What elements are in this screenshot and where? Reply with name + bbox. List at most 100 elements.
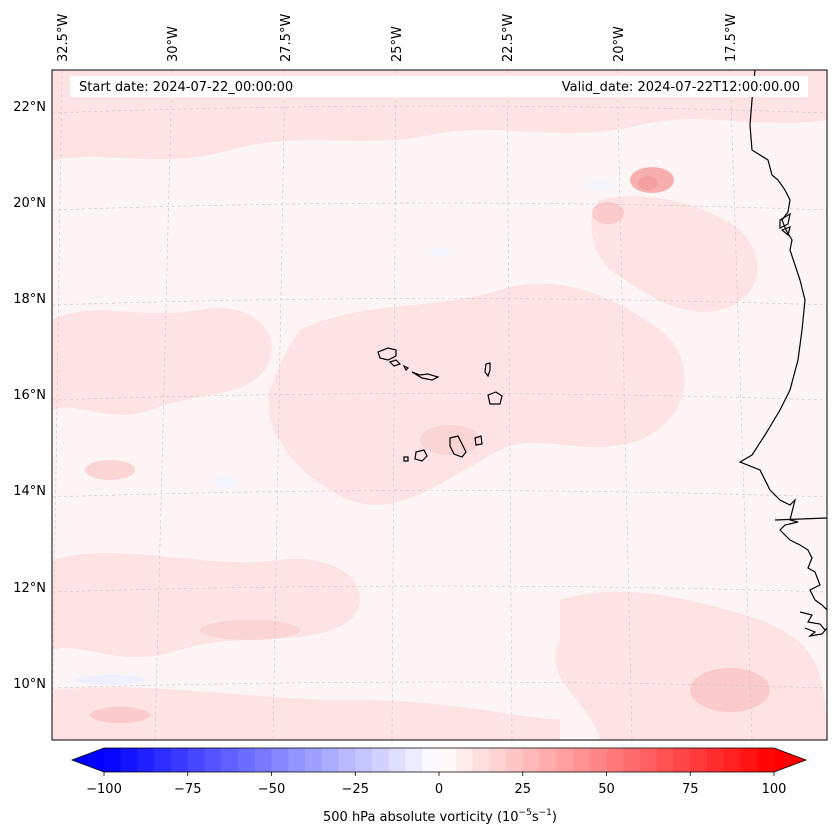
colorbar-segment xyxy=(137,748,155,772)
gridlines xyxy=(52,70,827,740)
lat-label: 14°N xyxy=(13,484,46,499)
island-boa-vista xyxy=(487,391,503,405)
colorbar-segment xyxy=(707,748,725,772)
colorbar-segment xyxy=(506,748,524,772)
vorticity-patch-2 xyxy=(85,460,135,480)
colorbar-segment xyxy=(589,748,607,772)
colorbar-segment xyxy=(573,748,591,772)
start-date-label: Start date: 2024-07-22_00:00:00 xyxy=(79,80,293,95)
lon-label: 20°W xyxy=(612,26,627,62)
coastlines xyxy=(377,70,827,637)
colorbar-segment xyxy=(539,748,557,772)
lat-label: 20°N xyxy=(13,196,46,211)
coastline-inlet-2 xyxy=(780,226,791,237)
lon-label: 30°W xyxy=(166,26,181,62)
map-frame xyxy=(51,69,828,741)
lon-label: 27.5°W xyxy=(279,14,294,62)
colorbar: −100 −75 −50 −25 0 25 50 75 100 500 hPa absolute… xyxy=(70,747,808,825)
colorbar-segment xyxy=(271,748,289,772)
island-brava xyxy=(403,456,409,462)
colorbar-min-arrow xyxy=(72,748,104,772)
colorbar-segment xyxy=(338,748,356,772)
colorbar-segment xyxy=(723,748,741,772)
coastline-gambia xyxy=(774,517,827,521)
lat-label: 12°N xyxy=(13,581,46,596)
island-maio xyxy=(474,435,483,446)
colorbar-tick-label: 50 xyxy=(598,782,615,797)
colorbar-segment xyxy=(254,748,272,772)
colorbar-segment xyxy=(673,748,691,772)
colorbar-segment xyxy=(288,748,306,772)
colorbar-segment xyxy=(522,748,540,772)
colorbar-tick-label: 25 xyxy=(514,782,531,797)
vorticity-max-southeast xyxy=(690,668,770,712)
header-bar xyxy=(70,76,808,97)
island-sao-nicolau xyxy=(411,371,440,381)
colorbar-segment xyxy=(656,748,674,772)
colorbar-tick-label: −75 xyxy=(174,782,201,797)
vorticity-max-north-2 xyxy=(592,202,624,224)
colorbar-segment xyxy=(439,748,457,772)
colorbar-segment xyxy=(355,748,373,772)
colorbar-segment xyxy=(606,748,624,772)
colorbar-segment xyxy=(623,748,641,772)
colorbar-segment xyxy=(740,748,758,772)
valid-date-label: Valid_date: 2024-07-22T12:00:00.00 xyxy=(562,80,800,95)
vorticity-band-bottom xyxy=(52,687,560,740)
colorbar-segment xyxy=(305,748,323,772)
colorbar-segment xyxy=(238,748,256,772)
colorbar-segment xyxy=(221,748,239,772)
colorbar-tick-label: −100 xyxy=(86,782,122,797)
colorbar-tick-label: −25 xyxy=(342,782,369,797)
colorbar-segment xyxy=(171,748,189,772)
colorbar-segment xyxy=(455,748,473,772)
vorticity-negative-2 xyxy=(213,476,237,488)
colorbar-segment xyxy=(104,748,122,772)
coastline-inlet xyxy=(779,212,791,229)
colorbar-tick-label: 75 xyxy=(682,782,699,797)
coastline-bissagos xyxy=(799,611,826,631)
island-sal xyxy=(484,362,491,378)
lon-label: 17.5°W xyxy=(724,14,739,62)
lat-label: 10°N xyxy=(13,677,46,692)
colorbar-segments xyxy=(104,748,775,772)
vorticity-contours xyxy=(52,70,827,740)
colorbar-title: 500 hPa absolute vorticity (10−5s−1) xyxy=(323,808,557,825)
vorticity-region-east xyxy=(591,196,758,312)
colorbar-tick-label: 0 xyxy=(435,782,443,797)
lon-label: 32.5°W xyxy=(56,14,71,62)
colorbar-segment xyxy=(757,748,775,772)
coastline-bissagos-2 xyxy=(804,627,827,637)
vorticity-max-south-west xyxy=(90,707,150,723)
colorbar-max-arrow xyxy=(774,748,806,772)
colorbar-segment xyxy=(472,748,490,772)
vorticity-negative-3 xyxy=(588,180,612,190)
lat-label: 18°N xyxy=(13,292,46,307)
colorbar-segment xyxy=(321,748,339,772)
vorticity-band-west xyxy=(52,308,272,415)
colorbar-segment xyxy=(422,748,440,772)
island-santo-antao xyxy=(377,347,397,361)
vorticity-negative-4 xyxy=(430,247,450,257)
island-santiago xyxy=(449,435,467,458)
map-panel: Start date: 2024-07-22_00:00:00 Valid_da… xyxy=(51,69,828,741)
colorbar-segment xyxy=(154,748,172,772)
colorbar-tick-label: 100 xyxy=(762,782,787,797)
island-santa-luzia xyxy=(402,364,410,372)
vorticity-band-central xyxy=(268,283,685,505)
colorbar-segment xyxy=(120,748,138,772)
longitude-labels: 32.5°W 30°W 27.5°W 25°W 22.5°W 20°W 17.5… xyxy=(56,14,739,62)
vorticity-patch-3 xyxy=(200,620,300,640)
coastline-africa xyxy=(738,70,827,611)
colorbar-segment xyxy=(388,748,406,772)
lon-label: 22.5°W xyxy=(501,14,516,62)
island-sao-vicente xyxy=(388,359,402,367)
island-fogo xyxy=(414,449,428,462)
vorticity-negative-1 xyxy=(75,675,145,685)
colorbar-tick-label: −50 xyxy=(258,782,285,797)
colorbar-segment xyxy=(204,748,222,772)
colorbar-segment xyxy=(690,748,708,772)
lat-label: 16°N xyxy=(13,388,46,403)
colorbar-segment xyxy=(556,748,574,772)
